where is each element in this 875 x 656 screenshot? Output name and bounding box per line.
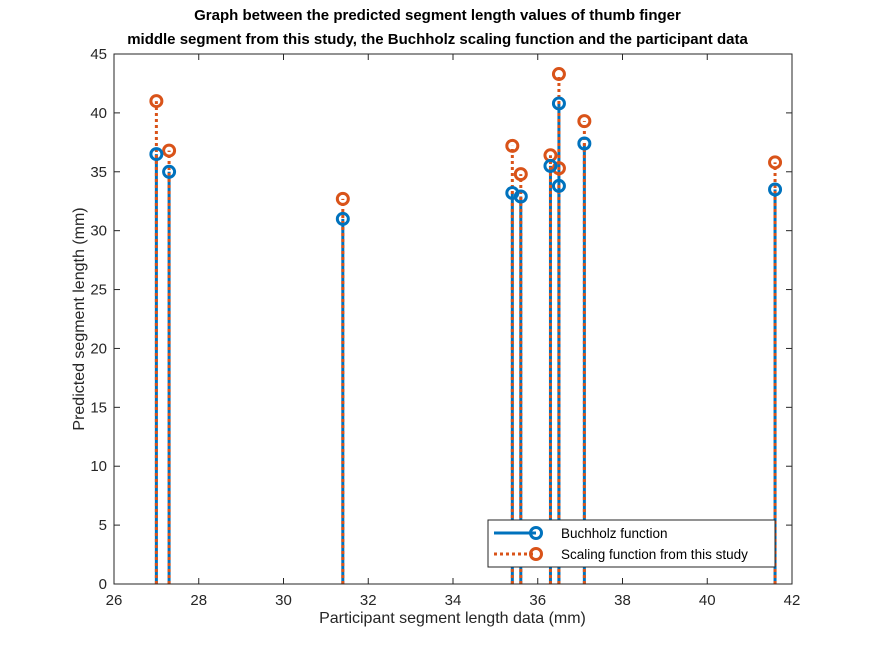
y-tick-label: 0: [99, 576, 107, 593]
y-tick-label: 25: [90, 282, 107, 299]
x-tick-label: 42: [784, 592, 801, 609]
chart-title-line-1: Graph between the predicted segment leng…: [194, 7, 681, 24]
chart-title-line-2: middle segment from this study, the Buch…: [127, 31, 748, 48]
y-axis-label: Predicted segment length (mm): [71, 207, 88, 431]
scaling-marker: [768, 155, 783, 170]
y-tick-label: 5: [99, 517, 107, 534]
x-axis-label: Participant segment length data (mm): [319, 610, 586, 627]
x-tick-label: 40: [699, 592, 716, 609]
buchholz-marker: [551, 178, 566, 193]
x-tick-label: 28: [190, 592, 207, 609]
scaling-marker: [335, 191, 350, 206]
scaling-marker: [577, 114, 592, 129]
markers-layer: [149, 67, 783, 226]
x-tick-label: 26: [106, 592, 123, 609]
y-tick-label: 15: [90, 399, 107, 416]
y-tick-label: 40: [90, 105, 107, 122]
x-tick-label: 38: [614, 592, 631, 609]
scaling-marker: [551, 67, 566, 82]
x-tick-label: 34: [445, 592, 462, 609]
scaling-marker: [162, 143, 177, 158]
legend-label: Buchholz function: [561, 526, 668, 541]
buchholz-marker: [577, 136, 592, 151]
buchholz-marker: [149, 147, 164, 162]
x-tick-label: 30: [275, 592, 292, 609]
x-tick-label: 32: [360, 592, 377, 609]
buchholz-marker: [768, 182, 783, 197]
buchholz-marker: [543, 158, 558, 173]
axes-layer: 26 28 30 32 34 36 38 40 42 0 5 10 15 20 25 30 35 40 45: [90, 46, 800, 609]
y-tick-label: 10: [90, 458, 107, 475]
stems-layer: [154, 74, 777, 584]
y-tick-label: 20: [90, 340, 107, 357]
legend: Buchholz function Scaling function from t…: [487, 519, 776, 568]
legend-marker: [529, 547, 543, 561]
scaling-marker: [551, 161, 566, 176]
scaling-marker: [149, 94, 164, 109]
buchholz-marker: [551, 96, 566, 111]
legend-marker: [529, 526, 543, 540]
buchholz-marker: [162, 164, 177, 179]
buchholz-marker: [513, 189, 528, 204]
buchholz-marker: [335, 211, 350, 226]
y-tick-label: 45: [90, 46, 107, 63]
x-tick-label: 36: [529, 592, 546, 609]
legend-label: Scaling function from this study: [561, 547, 748, 562]
y-tick-label: 30: [90, 223, 107, 240]
y-tick-label: 35: [90, 164, 107, 181]
scaling-marker: [505, 138, 520, 153]
axes-box: [113, 53, 793, 585]
scaling-marker: [513, 167, 528, 182]
